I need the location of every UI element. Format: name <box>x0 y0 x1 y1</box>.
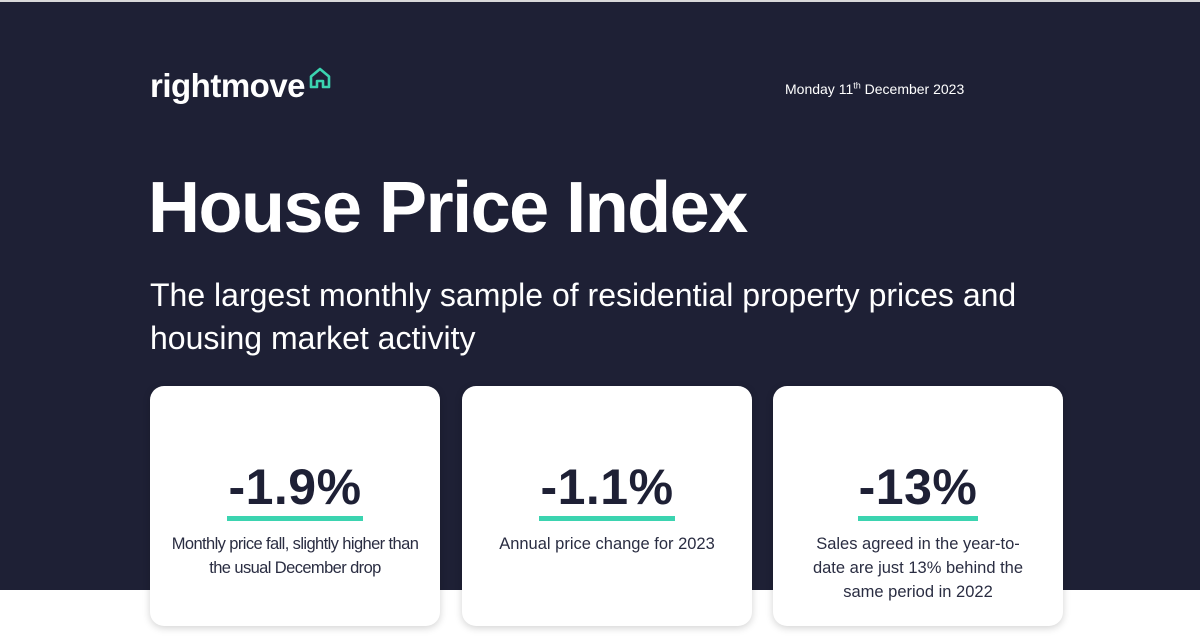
stat-value-wrapper: -1.9% <box>150 458 440 521</box>
stat-value: -1.1% <box>539 458 675 521</box>
stat-description: Annual price change for 2023 <box>499 535 715 553</box>
rightmove-logo[interactable]: rightmove <box>150 66 332 106</box>
date-suffix: th <box>853 80 861 91</box>
stat-description: Sales agreed in the year-to-date are jus… <box>812 535 1024 601</box>
house-icon <box>309 67 331 89</box>
stat-value: -13% <box>857 458 979 521</box>
stat-card-sales: -13% Sales agreed in the year-to-date ar… <box>773 386 1063 626</box>
page-subtitle: The largest monthly sample of residentia… <box>150 277 1017 356</box>
stat-card-annual: -1.1% Annual price change for 2023 <box>462 386 752 626</box>
stat-value: -1.9% <box>227 458 363 521</box>
logo-text: rightmove <box>150 67 306 104</box>
date-prefix: Monday 11 <box>785 81 854 97</box>
stat-value-wrapper: -1.1% <box>462 458 752 521</box>
stat-description: Monthly price fall, slightly higher than… <box>171 535 419 577</box>
date-rest: December 2023 <box>860 81 965 97</box>
page-title: House Price Index <box>148 168 748 248</box>
stat-value-wrapper: -13% <box>773 458 1063 521</box>
stat-card-monthly: -1.9% Monthly price fall, slightly highe… <box>150 386 440 626</box>
report-date: Monday 11th December 2023 <box>785 80 964 98</box>
